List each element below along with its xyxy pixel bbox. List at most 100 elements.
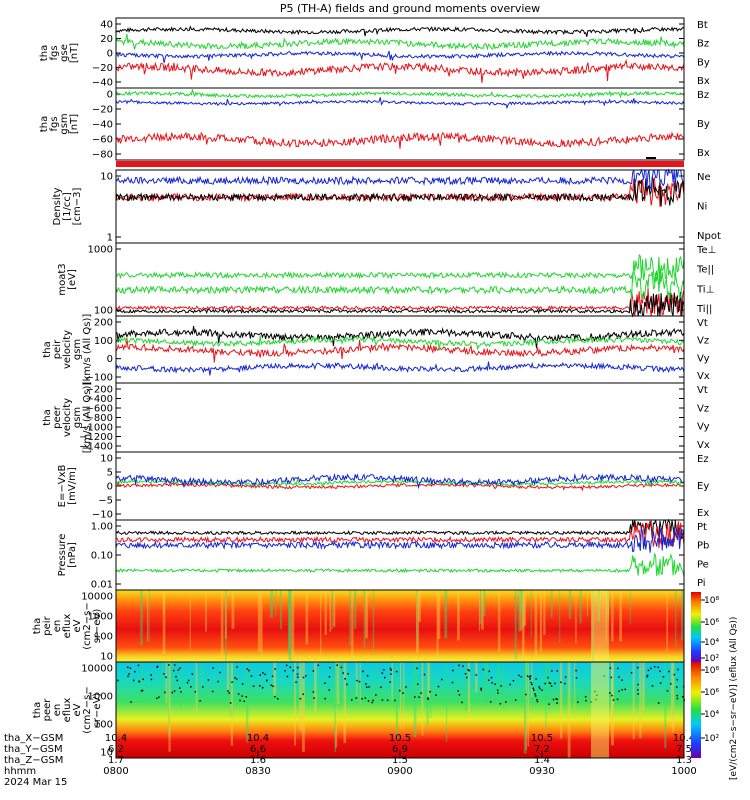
legend-efield-1: Ey xyxy=(697,481,709,492)
xaxis-value: 0930 xyxy=(529,766,554,777)
colorbar-tick: 10² xyxy=(704,654,719,664)
series-line-fgs_gse-2 xyxy=(115,33,685,51)
colorbar-label: [eV/(cm2−s−sr−eV)] (eflux (All Qs)) xyxy=(729,617,739,780)
series-line-fgs_gse-0 xyxy=(115,25,685,37)
panel-fgs_gsm: thafgsgsm[nT] 0 −20 −40 −60 −80 Bz By Bx xyxy=(39,87,710,161)
legend-peer_velocity-1: Vz xyxy=(697,403,709,414)
ytick-efield: −10 xyxy=(92,510,113,521)
ytick-peer_velocity: −400 xyxy=(86,394,113,405)
ytick-peer_velocity: −800 xyxy=(86,413,113,424)
series-line-efield-1 xyxy=(115,477,685,488)
legend-fgs_gse-1: Bz xyxy=(697,39,709,50)
series-line-efield-0 xyxy=(115,481,685,492)
colorbar-tick: 10⁸ xyxy=(704,596,719,606)
series-line-temperature-1 xyxy=(115,291,685,318)
spectrogram-peer_spectrogram xyxy=(116,662,684,758)
legend-fgs_gsm-0: Bz xyxy=(697,90,709,101)
ytick-temperature: 100 xyxy=(94,306,113,317)
legend-fgs_gse-0: Bt xyxy=(697,20,708,31)
legend-efield-2: Ex xyxy=(697,508,709,519)
ytick-peer_velocity: −1400 xyxy=(79,442,113,453)
ytick-fgs_gse: 40 xyxy=(100,20,113,31)
ytick-peer_velocity: −1200 xyxy=(79,432,113,443)
legend-density-2: Npot xyxy=(697,231,721,242)
ytick-fgs_gsm: 0 xyxy=(107,90,113,101)
xaxis-row-label: tha_Z−GSM xyxy=(4,755,63,766)
xaxis-value: 7.5 xyxy=(676,744,692,755)
xaxis-value: 10.5 xyxy=(389,733,411,744)
series-line-density-1 xyxy=(115,176,685,207)
xaxis-value: 1.3 xyxy=(676,755,692,766)
panel-temperature: moat3[eV] 1000 100 Te⊥ Te|| Ti⊥ Ti|| xyxy=(57,242,716,318)
panels: thafgsgse[nT]40200−20−40BtBzByBxthafgsgs… xyxy=(32,17,721,759)
colorbar-tick: 10⁶ xyxy=(704,688,719,698)
panel-density: Density[1/cc][cm−3] 10 1 Ne Ni Npot xyxy=(52,168,721,244)
series-line-temperature-0 xyxy=(115,288,685,317)
ytick-efield: 0 xyxy=(107,482,113,493)
series-line-fgs_gse-3 xyxy=(115,50,685,64)
ytick-peer_spectrogram: 1000 xyxy=(88,692,113,703)
xaxis-value: 10.4 xyxy=(105,733,127,744)
data-coverage-bar xyxy=(116,161,684,167)
legend-temperature-2: Ti⊥ xyxy=(696,284,714,295)
colorbar-tick: 10⁸ xyxy=(704,666,719,676)
ylabel-fgs_gse: thafgsgse[nT] xyxy=(39,43,80,63)
series-line-density-2 xyxy=(115,168,685,191)
ytick-fgs_gsm: −20 xyxy=(92,105,113,116)
colorbar: 10⁸ 10⁶ 10⁴ 10² 10⁸ 10⁶ 10⁴ 10² [eV/(cm2−s−sr−e… xyxy=(691,592,739,780)
ytick-peir_velocity: 0 xyxy=(107,354,113,365)
ylabel-peer_spectrogram: thapeerenefluxeV(cm2−s−sr−eV) xyxy=(32,686,103,733)
xaxis-row-label: hhmm xyxy=(4,766,36,777)
ytick-density: 1 xyxy=(107,233,113,244)
ytick-efield: −5 xyxy=(98,496,113,507)
ytick-temperature: 1000 xyxy=(88,245,113,256)
series-line-fgs_gse-1 xyxy=(115,58,685,83)
ytick-fgs_gse: −40 xyxy=(92,78,113,89)
legend-peir_velocity-2: Vy xyxy=(697,353,710,364)
legend-temperature-3: Ti|| xyxy=(696,304,712,315)
xaxis-value: 6.9 xyxy=(392,744,408,755)
legend-fgs_gse-3: Bx xyxy=(697,76,710,87)
ylabel-peir_spectrogram: thapeirenefluxeV(cm2−s−sr−eV) xyxy=(32,602,103,649)
legend-peer_velocity-0: Vt xyxy=(697,385,708,396)
legend-pressure-1: Pb xyxy=(697,541,709,552)
ytick-peir_velocity: 100 xyxy=(94,336,113,347)
colorbar-tick: 10⁴ xyxy=(704,638,719,648)
legend-peer_velocity-3: Vx xyxy=(697,440,710,451)
ytick-density: 10 xyxy=(100,172,113,183)
series-line-pressure-0 xyxy=(115,518,685,540)
colorbar-tick: 10⁶ xyxy=(704,618,719,628)
series-line-fgs_gsm-2 xyxy=(115,97,685,110)
ytick-peer_spectrogram: 10 xyxy=(100,748,113,759)
legend-fgs_gsm-2: Bx xyxy=(697,148,710,159)
legend-temperature-0: Te⊥ xyxy=(696,245,716,256)
colorbar-lower xyxy=(691,662,701,758)
legend-peir_velocity-3: Vx xyxy=(697,371,710,382)
ytick-fgs_gsm: −40 xyxy=(92,120,113,131)
legend-pressure-2: Pe xyxy=(697,559,709,570)
ytick-peer_velocity: −600 xyxy=(86,404,113,415)
ylabel-efield: E=−VxB[mV/m] xyxy=(57,465,78,508)
legend-pressure-3: Pi xyxy=(697,578,706,589)
ylabel-peer_velocity: thapeervelocitygsm[km/s (All Qs)] xyxy=(42,382,93,454)
ytick-pressure: 0.10 xyxy=(91,551,113,562)
legend-peir_velocity-0: Vt xyxy=(697,318,708,329)
ytick-pressure: 1.00 xyxy=(91,522,113,533)
ytick-peir_spectrogram: 10 xyxy=(100,652,113,663)
series-line-pressure-2 xyxy=(115,552,685,578)
xaxis-value: 0900 xyxy=(387,766,412,777)
xaxis-value: 1.6 xyxy=(250,755,266,766)
xaxis-value: 1.4 xyxy=(534,755,550,766)
xaxis-row-label: 2024 Mar 15 xyxy=(4,777,67,788)
ytick-fgs_gsm: −60 xyxy=(92,135,113,146)
ylabel-pressure: Pressure[nPa] xyxy=(57,534,78,577)
ytick-peir_spectrogram: 100 xyxy=(94,632,113,643)
ytick-fgs_gse: 20 xyxy=(100,34,113,45)
xaxis-value: 0830 xyxy=(245,766,270,777)
ytick-pressure: 0.01 xyxy=(91,580,113,591)
xaxis-value: 10.4 xyxy=(673,733,695,744)
series-line-fgs_gsm-1 xyxy=(115,89,685,99)
panel-efield: E=−VxB[mV/m] 10 5 0 −5 −10 Ez Ey Ex xyxy=(57,451,709,521)
